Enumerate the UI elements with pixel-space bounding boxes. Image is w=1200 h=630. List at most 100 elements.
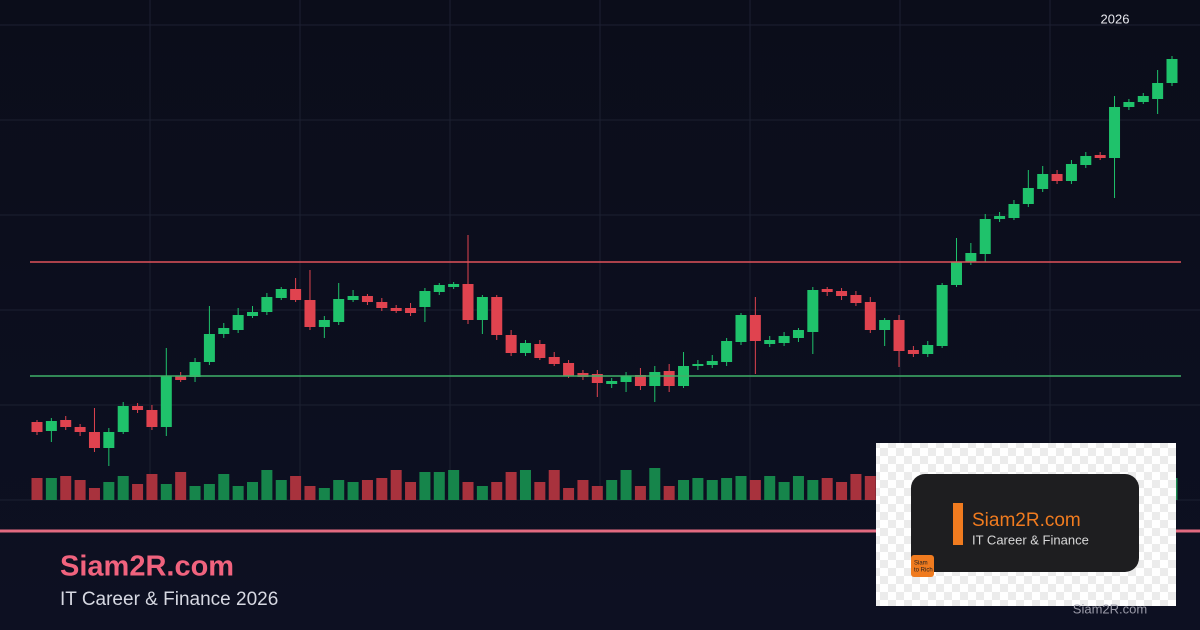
- candle-body: [117, 406, 129, 432]
- volume-bar: [836, 482, 848, 500]
- candle-body: [563, 363, 575, 376]
- volume-bar: [548, 470, 560, 500]
- volume-bar: [146, 474, 158, 500]
- candle-body: [419, 291, 431, 307]
- candle-body: [922, 345, 934, 354]
- candle-body: [203, 334, 215, 362]
- candle-body: [979, 219, 991, 254]
- candle-body: [764, 340, 776, 344]
- candle-body: [634, 375, 646, 386]
- volume-bar: [361, 480, 373, 500]
- candle-body: [907, 350, 919, 354]
- volume-bar: [721, 478, 733, 500]
- candle-body: [1152, 83, 1164, 99]
- volume-bar: [807, 480, 819, 500]
- brand-title: Siam2R.com: [60, 551, 234, 583]
- candle-body: [850, 295, 862, 303]
- volume-bar: [735, 476, 747, 500]
- volume-bar: [620, 470, 632, 500]
- candle-body: [692, 364, 704, 366]
- candle-body: [304, 300, 316, 327]
- volume-bar: [74, 480, 86, 500]
- candle-body: [1008, 204, 1020, 218]
- candle-body: [103, 432, 115, 448]
- volume-bar: [175, 472, 187, 500]
- candle-body: [189, 362, 201, 377]
- candle-body: [950, 262, 962, 285]
- volume-bar: [189, 486, 201, 500]
- logo-panel: [911, 474, 1139, 572]
- candle-body: [936, 285, 948, 346]
- volume-bar: [218, 474, 230, 500]
- logo-badge-text: to Rich: [914, 568, 933, 574]
- candle-body: [893, 320, 905, 351]
- volume-bar: [491, 482, 503, 500]
- volume-bar: [591, 486, 603, 500]
- volume-bar: [290, 476, 302, 500]
- candle-body: [778, 336, 790, 343]
- volume-bar: [405, 482, 417, 500]
- candle-body: [1109, 107, 1121, 158]
- volume-bar: [821, 478, 833, 500]
- candle-body: [864, 302, 876, 330]
- volume-bar: [462, 482, 474, 500]
- logo-card: Siam2R.com IT Career & Finance Siam to R…: [876, 443, 1176, 606]
- candle-body: [792, 330, 804, 338]
- volume-bar: [850, 474, 862, 500]
- volume-bar: [88, 488, 100, 500]
- candle-body: [491, 297, 503, 335]
- candle-body: [721, 341, 733, 362]
- logo-badge: [911, 555, 934, 577]
- candle-body: [232, 315, 244, 330]
- volume-bar: [275, 480, 287, 500]
- volume-bar: [247, 482, 259, 500]
- candle-body: [577, 373, 589, 377]
- candle-body: [706, 361, 718, 365]
- candle-body: [45, 421, 57, 431]
- candle-body: [261, 297, 273, 312]
- volume-bar: [505, 472, 517, 500]
- volume-bar: [778, 482, 790, 500]
- volume-bar: [103, 482, 115, 500]
- candle-body: [965, 253, 977, 262]
- brand-subtitle: IT Career & Finance 2026: [60, 589, 278, 610]
- candle-body: [333, 299, 345, 322]
- volume-bar: [678, 480, 690, 500]
- annotation: 2026: [1101, 11, 1130, 26]
- candle-body: [175, 376, 187, 380]
- candle-body: [361, 296, 373, 302]
- volume-bar: [318, 488, 330, 500]
- volume-bar: [60, 476, 72, 500]
- volume-bar: [117, 476, 129, 500]
- candle-body: [1137, 96, 1149, 102]
- logo-title: Siam2R.com: [972, 510, 1081, 531]
- volume-bar: [304, 486, 316, 500]
- candle-body: [60, 420, 72, 427]
- candle-body: [994, 216, 1006, 219]
- candle-body: [462, 284, 474, 320]
- volume-bar: [663, 486, 675, 500]
- volume-bar: [606, 480, 618, 500]
- candle-body: [218, 328, 230, 334]
- candle-body: [448, 284, 460, 287]
- candle-body: [649, 372, 661, 386]
- candle-body: [1051, 174, 1063, 181]
- grid: [0, 0, 1200, 501]
- candle-body: [1022, 188, 1034, 204]
- candle-body: [390, 308, 402, 311]
- volume-bar: [577, 480, 589, 500]
- volume-bar: [792, 476, 804, 500]
- candle-body: [1080, 156, 1092, 165]
- candle-body: [591, 374, 603, 383]
- candle-body: [476, 297, 488, 320]
- candle-body: [31, 422, 43, 432]
- candle-body: [1037, 174, 1049, 189]
- candle-body: [318, 320, 330, 327]
- candle-body: [505, 335, 517, 353]
- candle-body: [534, 344, 546, 358]
- volume-bar: [448, 470, 460, 500]
- volume-bar: [563, 488, 575, 500]
- candle-body: [347, 296, 359, 300]
- candle-body: [1166, 59, 1178, 83]
- candle-body: [620, 376, 632, 382]
